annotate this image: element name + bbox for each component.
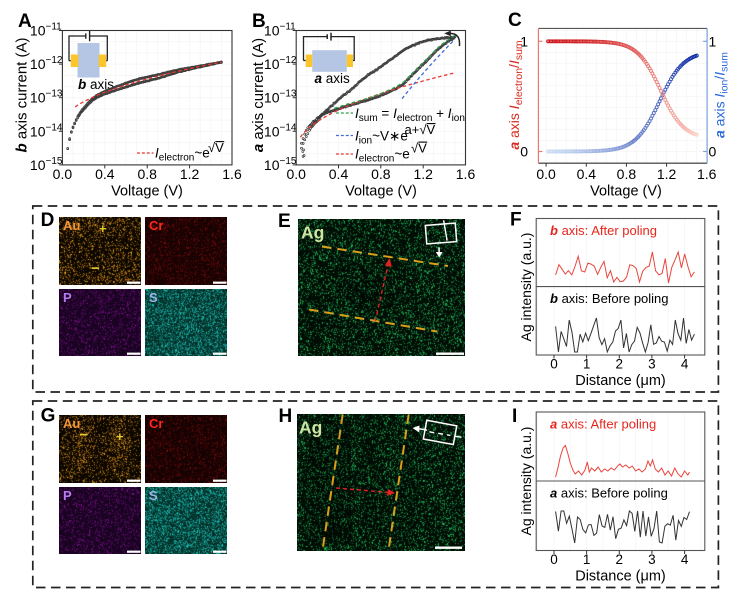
svg-text:√V: √V: [411, 141, 427, 156]
svg-text:b axis: b axis: [78, 77, 114, 92]
svg-text:0.4: 0.4: [329, 166, 349, 182]
svg-text:H: H: [279, 406, 293, 427]
svg-text:b axis: Before poling: b axis: Before poling: [550, 291, 669, 306]
svg-text:Voltage (V): Voltage (V): [345, 184, 417, 200]
svg-text:F: F: [510, 209, 522, 230]
svg-text:Distance (μm): Distance (μm): [575, 373, 666, 389]
svg-text:0.8: 0.8: [617, 166, 637, 182]
svg-text:Ag: Ag: [299, 418, 322, 438]
svg-text:0.4: 0.4: [577, 166, 597, 182]
svg-text:0.8: 0.8: [371, 166, 391, 182]
svg-text:Distance (μm): Distance (μm): [575, 569, 666, 585]
svg-text:Iion~V∗e: Iion~V∗e: [355, 129, 408, 147]
svg-text:0.4: 0.4: [95, 166, 115, 182]
svg-text:1: 1: [583, 357, 591, 372]
svg-text:0: 0: [520, 144, 528, 160]
svg-text:1: 1: [583, 552, 591, 567]
svg-text:4: 4: [681, 357, 689, 372]
svg-text:−11: −11: [46, 22, 63, 33]
svg-text:1: 1: [520, 33, 528, 49]
svg-text:−: −: [80, 427, 89, 444]
svg-text:0: 0: [709, 144, 717, 160]
svg-text:10: 10: [30, 23, 46, 39]
svg-text:Au: Au: [63, 218, 80, 233]
svg-text:10: 10: [30, 157, 46, 173]
svg-text:10: 10: [264, 123, 280, 139]
svg-text:a+√V: a+√V: [405, 122, 436, 137]
svg-text:10: 10: [264, 157, 280, 173]
svg-text:I: I: [512, 406, 517, 427]
svg-text:−14: −14: [46, 122, 63, 133]
svg-text:b axis: After poling: b axis: After poling: [550, 223, 657, 238]
svg-text:−13: −13: [46, 89, 63, 100]
svg-text:√V: √V: [208, 140, 224, 155]
svg-text:a axis Iion/Isum: a axis Iion/Isum: [712, 52, 731, 138]
svg-text:S: S: [149, 290, 158, 305]
svg-text:a axis Ielectron/Isum: a axis Ielectron/Isum: [506, 40, 525, 150]
svg-text:1.2: 1.2: [413, 166, 433, 182]
svg-text:10: 10: [264, 23, 280, 39]
svg-text:0: 0: [550, 552, 558, 567]
svg-text:P: P: [63, 488, 72, 503]
svg-text:10: 10: [30, 90, 46, 106]
svg-text:S: S: [149, 488, 158, 503]
svg-text:b axis current (A): b axis current (A): [14, 37, 31, 152]
svg-text:10: 10: [264, 56, 280, 72]
svg-text:1.2: 1.2: [180, 166, 200, 182]
svg-text:0.0: 0.0: [286, 166, 306, 182]
svg-text:G: G: [41, 405, 56, 426]
svg-text:3: 3: [648, 552, 656, 567]
svg-text:−: −: [91, 260, 100, 277]
svg-text:a axis: a axis: [315, 71, 351, 86]
svg-text:A: A: [18, 11, 32, 32]
svg-text:0: 0: [550, 357, 558, 372]
svg-text:a axis: After poling: a axis: After poling: [550, 417, 656, 432]
svg-text:−15: −15: [280, 156, 297, 167]
svg-text:Ielectron~e: Ielectron~e: [155, 146, 210, 164]
svg-text:−13: −13: [280, 89, 297, 100]
svg-text:P: P: [63, 290, 72, 305]
svg-text:Voltage (V): Voltage (V): [590, 184, 662, 200]
svg-text:−12: −12: [46, 55, 63, 66]
svg-text:Ag intensity (a.u.): Ag intensity (a.u.): [518, 427, 534, 536]
svg-text:B: B: [252, 11, 266, 32]
svg-text:−11: −11: [280, 22, 297, 33]
svg-text:2: 2: [616, 357, 624, 372]
svg-text:a axis: Before poling: a axis: Before poling: [550, 486, 668, 501]
svg-text:Isum = Ielectron + Iion: Isum = Ielectron + Iion: [355, 106, 465, 124]
svg-text:C: C: [508, 10, 522, 31]
svg-text:Voltage (V): Voltage (V): [111, 184, 183, 200]
svg-text:1.6: 1.6: [456, 166, 476, 182]
svg-text:E: E: [278, 211, 291, 232]
svg-text:a axis current (A): a axis current (A): [250, 38, 267, 152]
svg-text:2: 2: [616, 552, 624, 567]
svg-text:1.6: 1.6: [222, 166, 242, 182]
svg-text:−15: −15: [46, 156, 63, 167]
svg-text:−14: −14: [280, 122, 297, 133]
svg-text:0.0: 0.0: [53, 166, 73, 182]
svg-text:Au: Au: [63, 416, 80, 431]
svg-text:Cr: Cr: [149, 218, 163, 233]
svg-text:10: 10: [30, 123, 46, 139]
svg-text:Cr: Cr: [149, 416, 163, 431]
svg-text:1.2: 1.2: [657, 166, 677, 182]
svg-text:1: 1: [709, 33, 717, 49]
svg-text:0.8: 0.8: [137, 166, 157, 182]
svg-text:1.6: 1.6: [697, 166, 717, 182]
svg-text:3: 3: [648, 357, 656, 372]
svg-text:−12: −12: [280, 55, 297, 66]
svg-text:10: 10: [264, 90, 280, 106]
svg-text:0.0: 0.0: [536, 166, 556, 182]
svg-text:D: D: [41, 210, 55, 231]
svg-text:Ag intensity (a.u.): Ag intensity (a.u.): [518, 233, 534, 342]
svg-text:+: +: [99, 221, 107, 236]
svg-text:+: +: [116, 429, 124, 444]
svg-text:Ag: Ag: [301, 223, 324, 243]
svg-text:4: 4: [681, 552, 689, 567]
svg-text:10: 10: [30, 56, 46, 72]
svg-text:Ielectron~e: Ielectron~e: [355, 146, 410, 164]
